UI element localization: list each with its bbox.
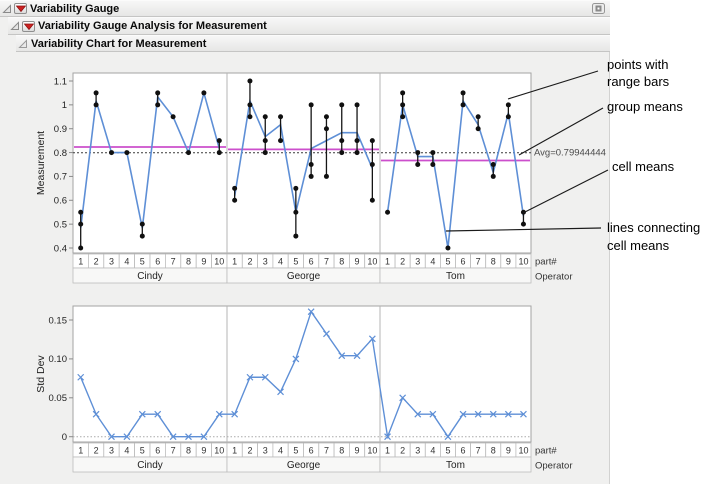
jmp-report-panel: Variability Gauge Variability Gauge Anal… [0,0,610,484]
annotation-group-means: group means [607,99,683,114]
red-triangle-menu-button[interactable] [22,20,35,32]
red-triangle-icon [23,23,34,30]
outline-title: Variability Chart for Measurement [31,37,207,50]
outline-bar-variability-chart[interactable]: Variability Chart for Measurement [16,35,610,52]
outline-bar-variability-gauge[interactable]: Variability Gauge [0,0,610,17]
annotation-cell-means: cell means [612,159,675,174]
disclosure-triangle-icon[interactable] [18,38,28,49]
data-table-icon[interactable] [590,2,606,15]
disclosure-triangle-icon[interactable] [2,3,12,14]
outline-title: Variability Gauge [30,2,120,15]
outline-title: Variability Gauge Analysis for Measureme… [38,20,267,32]
red-triangle-icon [15,5,26,13]
annotation-points-with-range-bars: points with range bars [607,57,670,89]
red-triangle-menu-button[interactable] [14,3,27,14]
annotation-lines-connecting-cell-means: lines connecting cell means [607,220,701,253]
disclosure-triangle-icon[interactable] [10,21,20,31]
outline-bar-variability-gauge-analysis[interactable]: Variability Gauge Analysis for Measureme… [8,17,610,35]
